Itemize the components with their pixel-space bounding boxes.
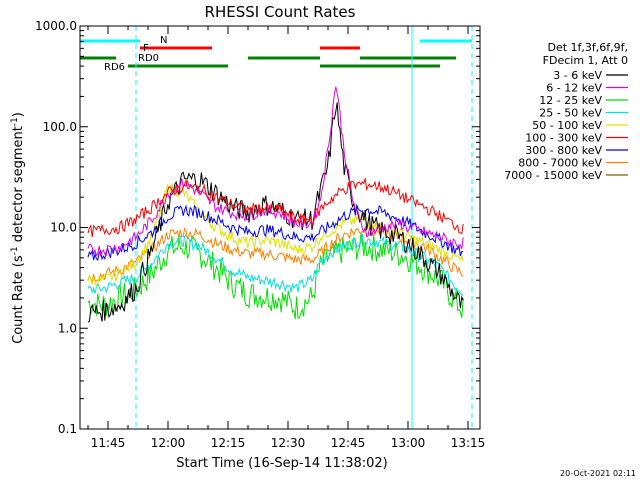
y-tick-label: 1.0 — [58, 321, 77, 335]
series-line — [87, 183, 464, 288]
y-label-sup: -1 — [10, 246, 20, 255]
y-label-part: Count Rate (s — [11, 255, 26, 344]
chart-title: RHESSI Count Rates — [205, 3, 356, 21]
legend-label: 50 - 100 keV — [532, 119, 602, 132]
x-tick-label: 13:00 — [391, 436, 426, 450]
y-axis: 0.1 1.0 10.0 100.0 1000.0 — [35, 19, 480, 436]
series-line — [87, 232, 464, 320]
legend-label: 7000 - 15000 keV — [504, 169, 602, 182]
x-tick-label: 12:45 — [331, 436, 366, 450]
x-axis: 11:45 12:00 12:15 12:30 12:45 13:00 13:15 — [87, 26, 486, 450]
footer-date: 20-Oct-2021 02:11 — [560, 469, 636, 478]
x-tick-label: 12:30 — [271, 436, 306, 450]
legend-header-1: Det 1f,3f,6f,9f, — [547, 41, 628, 54]
legend-label: 25 - 50 keV — [539, 107, 602, 120]
y-label-part: detector segment — [11, 126, 26, 246]
legend-label: 12 - 25 keV — [539, 94, 602, 107]
legend: Det 1f,3f,6f,9f, FDecim 1, Att 0 3 - 6 k… — [504, 41, 628, 182]
y-tick-label: 10.0 — [50, 221, 77, 235]
legend-label: 800 - 7000 keV — [518, 157, 602, 170]
series-lines — [87, 86, 464, 323]
plot-frame — [79, 25, 481, 430]
y-label-sup: -1 — [10, 117, 20, 126]
legend-header-2: FDecim 1, Att 0 — [543, 54, 628, 67]
legend-label: 300 - 800 keV — [525, 144, 602, 157]
x-tick-label: 12:00 — [151, 436, 186, 450]
vertical-markers — [79, 26, 473, 429]
annotation-rd0: RD0 — [138, 53, 159, 64]
series-line — [87, 178, 464, 238]
annotation-rd6: RD6 — [104, 62, 125, 73]
y-tick-label: 100.0 — [43, 120, 77, 134]
x-axis-label: Start Time (16-Sep-14 11:38:02) — [176, 456, 387, 471]
x-tick-label: 11:45 — [91, 436, 126, 450]
legend-label: 6 - 12 keV — [546, 82, 602, 95]
legend-label: 3 - 6 keV — [553, 69, 602, 82]
y-tick-label: 1000.0 — [35, 19, 77, 33]
series-line — [87, 86, 464, 258]
legend-label: 100 - 300 keV — [525, 132, 602, 145]
x-tick-label: 12:15 — [211, 436, 246, 450]
y-label-part: ) — [11, 112, 26, 117]
y-axis-label: Count Rate (s-1 detector segment-1) — [10, 112, 26, 344]
y-tick-label: 0.1 — [58, 422, 77, 436]
x-tick-label: 13:15 — [451, 436, 486, 450]
annotation-f: F — [143, 43, 149, 54]
series-line — [87, 102, 464, 323]
state-bars — [80, 39, 472, 68]
annotation-n: N — [160, 35, 167, 46]
